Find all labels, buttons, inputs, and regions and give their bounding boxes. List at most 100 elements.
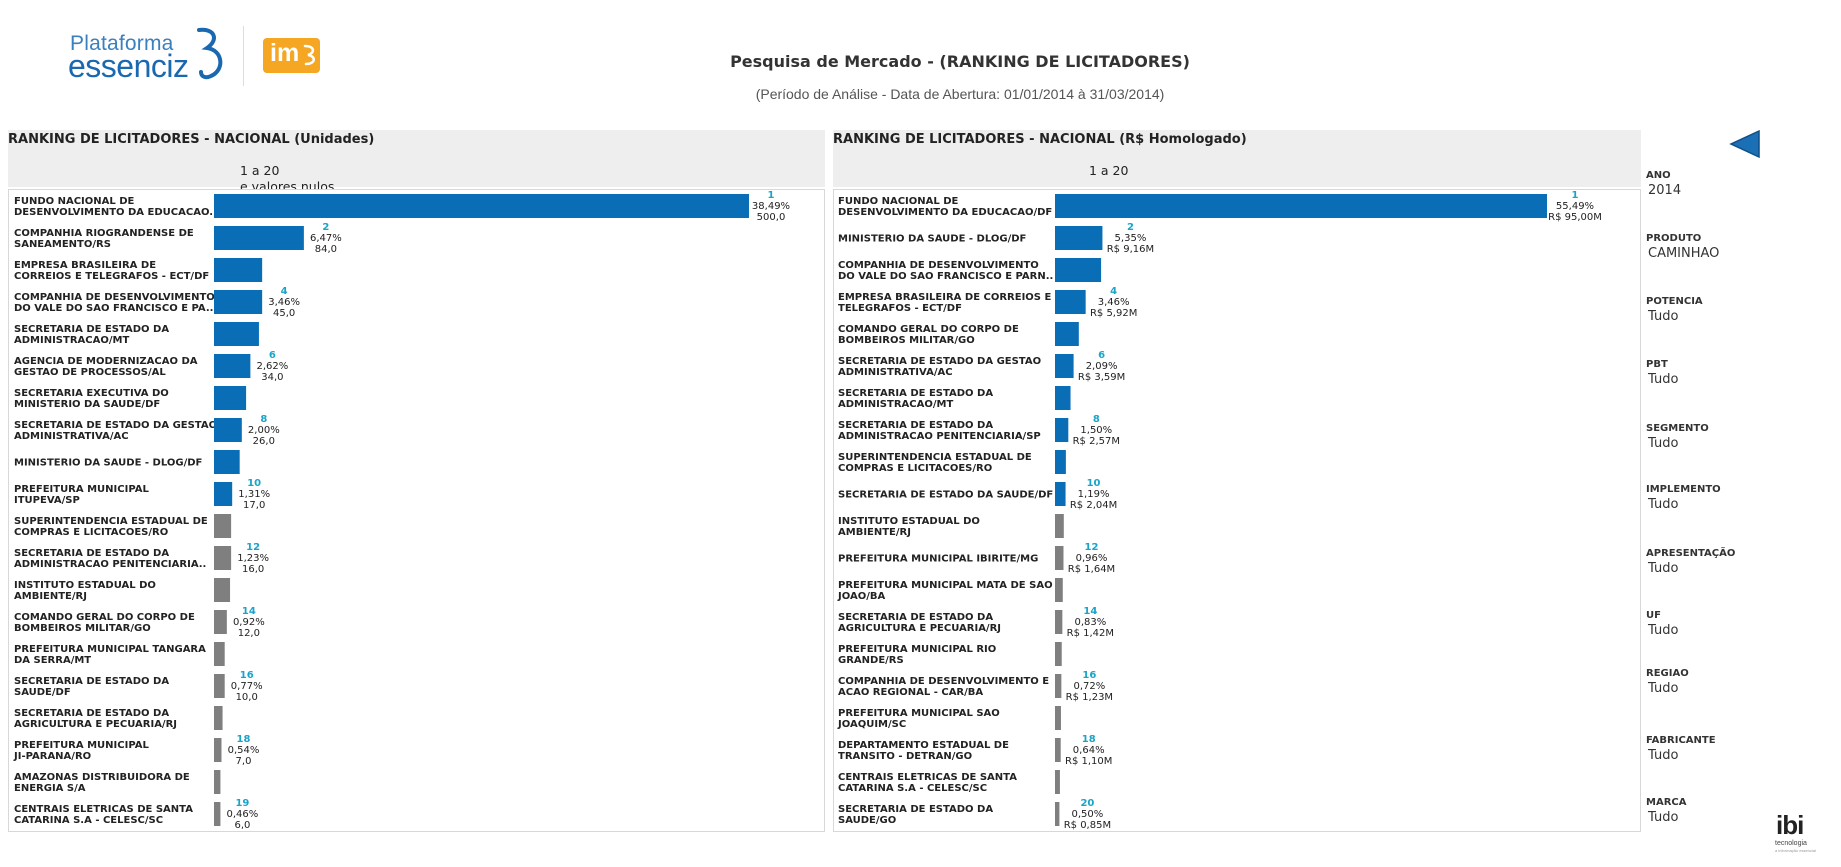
bar[interactable] (1055, 322, 1079, 346)
filter-label: IMPLEMENTO (1646, 484, 1721, 495)
page-subtitle: (Período de Análise - Data de Abertura: … (755, 86, 1165, 102)
data-label: 16 0,72% R$ 1,23M (1066, 670, 1113, 703)
filter-label: POTENCIA (1646, 296, 1703, 307)
data-label: 16 0,77% 10,0 (231, 670, 263, 703)
bar[interactable] (214, 226, 304, 250)
category-label: COMPANHIA DE DESENVOLVIMENTO DO VALE DO S… (14, 292, 215, 314)
category-label: EMPRESA BRASILEIRA DE CORREIOS E TELEGRAF… (14, 260, 209, 282)
bar[interactable] (1055, 738, 1061, 762)
filter-value[interactable]: Tudo (1648, 681, 1679, 696)
category-label: PREFEITURA MUNICIPAL JI-PARANA/RO (13, 740, 149, 762)
im-logo: im (263, 38, 320, 73)
category-label: PREFEITURA MUNICIPAL TANGARA DA SERRA/MT (14, 644, 206, 666)
filter-label: SEGMENTO (1646, 423, 1709, 434)
category-label: SUPERINTENDENCIA ESTADUAL DE COMPRAS E LI… (14, 516, 208, 538)
logo-divider (243, 26, 244, 86)
bar[interactable] (1055, 546, 1064, 570)
filter-value[interactable]: Tudo (1648, 436, 1679, 451)
category-label: CENTRAIS ELETRICAS DE SANTA CATARINA S.A … (838, 772, 1017, 794)
filter-value[interactable]: Tudo (1648, 497, 1679, 512)
range-label: 1 a 20 (240, 163, 280, 178)
bar[interactable] (1055, 482, 1066, 506)
category-label: AMAZONAS DISTRIBUIDORA DE ENERGIA S/A (14, 772, 190, 794)
filter-value[interactable]: Tudo (1648, 810, 1679, 825)
ranking-value-chart: FUNDO NACIONAL DE DESENVOLVIMENTO DA EDUC… (837, 190, 1602, 831)
bar[interactable] (1055, 706, 1061, 730)
filter-label: FABRICANTE (1646, 735, 1716, 746)
ranking-units-panel: RANKING DE LICITADORES - NACIONAL (Unida… (8, 130, 825, 832)
category-label: SECRETARIA DE ESTADO DA ADMINISTRACAO PEN… (14, 548, 206, 570)
data-label: 14 0,92% 12,0 (233, 606, 265, 639)
bar[interactable] (214, 450, 240, 474)
bar[interactable] (1055, 674, 1062, 698)
filter-value[interactable]: CAMINHAO (1648, 246, 1720, 261)
bar[interactable] (214, 546, 232, 570)
bar[interactable] (1055, 194, 1547, 218)
category-label: SECRETARIA DE ESTADO DA AGRICULTURA E PEC… (14, 708, 177, 730)
bar[interactable] (1055, 610, 1063, 634)
ibi-logo-text: ibi (1776, 810, 1804, 840)
category-label: SUPERINTENDENCIA ESTADUAL DE COMPRAS E LI… (838, 452, 1032, 474)
bar[interactable] (214, 354, 251, 378)
bar[interactable] (1055, 802, 1060, 826)
category-label: INSTITUTO ESTADUAL DO AMBIENTE/RJ (838, 516, 980, 538)
filter-value[interactable]: Tudo (1648, 561, 1679, 576)
back-arrow-icon[interactable] (1727, 128, 1763, 160)
bar[interactable] (214, 418, 242, 442)
im-swirl-icon (303, 44, 315, 66)
bar[interactable] (1055, 514, 1064, 538)
bar[interactable] (214, 738, 222, 762)
bar[interactable] (214, 642, 225, 666)
filter-value[interactable]: Tudo (1648, 309, 1679, 324)
bar[interactable] (1055, 418, 1069, 442)
category-label: PREFEITURA MUNICIPAL ITUPEVA/SP (14, 484, 149, 506)
bar[interactable] (1055, 386, 1071, 410)
bar[interactable] (214, 610, 227, 634)
filter-value[interactable]: Tudo (1648, 623, 1679, 638)
bar[interactable] (214, 514, 232, 538)
data-label: 20 0,50% R$ 0,85M (1064, 798, 1111, 831)
bar[interactable] (214, 386, 247, 410)
ibi-logo: ibi tecnologia a informação essencial (1772, 810, 1832, 860)
data-label: 8 1,50% R$ 2,57M (1073, 414, 1120, 447)
category-label: MINISTERIO DA SAUDE - DLOG/DF (14, 458, 202, 469)
filter-value[interactable]: Tudo (1648, 748, 1679, 763)
data-label: 14 0,83% R$ 1,42M (1067, 606, 1114, 639)
bar[interactable] (1055, 258, 1102, 282)
category-label: COMPANHIA DE DESENVOLVIMENTO DO VALE DO S… (838, 260, 1053, 282)
category-label: FUNDO NACIONAL DE DESENVOLVIMENTO DA EDUC… (838, 196, 1052, 218)
category-label: SECRETARIA DE ESTADO DA ADMINISTRACAO/MT (14, 324, 169, 346)
bar[interactable] (214, 706, 223, 730)
ranking-units-chart: FUNDO NACIONAL DE DESENVOLVIMENTO DA EDUC… (13, 190, 790, 831)
category-label: COMANDO GERAL DO CORPO DE BOMBEIROS MILIT… (14, 612, 195, 634)
filter-value[interactable]: Tudo (1648, 372, 1679, 387)
category-label: COMPANHIA DE DESENVOLVIMENTO E ACAO REGIO… (838, 676, 1049, 698)
essenciz-logo: Plataforma essenciz (68, 26, 238, 86)
category-label: EMPRESA BRASILEIRA DE CORREIOS E TELEGRAF… (838, 292, 1051, 314)
panel-title: RANKING DE LICITADORES - NACIONAL (Unida… (8, 132, 375, 147)
bar[interactable] (1055, 290, 1086, 314)
filter-value[interactable]: 2014 (1648, 183, 1682, 198)
bar[interactable] (214, 290, 263, 314)
bar[interactable] (214, 578, 231, 602)
ibi-logo-sub: tecnologia (1775, 840, 1807, 847)
bar[interactable] (214, 258, 263, 282)
bar[interactable] (214, 482, 233, 506)
category-label: PREFEITURA MUNICIPAL RIO GRANDE/RS (838, 644, 996, 666)
data-label: 1 38,49% 500,0 (752, 190, 790, 223)
bar[interactable] (1055, 770, 1060, 794)
category-label: PREFEITURA MUNICIPAL IBIRITE/MG (838, 554, 1038, 565)
bar[interactable] (214, 322, 259, 346)
bar[interactable] (1055, 226, 1103, 250)
data-label: 6 2,62% 34,0 (256, 350, 288, 383)
data-label: 6 2,09% R$ 3,59M (1078, 350, 1125, 383)
bar[interactable] (214, 674, 225, 698)
bar[interactable] (214, 802, 221, 826)
bar[interactable] (1055, 578, 1063, 602)
bar[interactable] (1055, 450, 1066, 474)
bar[interactable] (214, 770, 221, 794)
filter-label: MARCA (1646, 797, 1687, 808)
bar[interactable] (1055, 642, 1062, 666)
bar[interactable] (1055, 354, 1074, 378)
bar[interactable] (214, 194, 749, 218)
